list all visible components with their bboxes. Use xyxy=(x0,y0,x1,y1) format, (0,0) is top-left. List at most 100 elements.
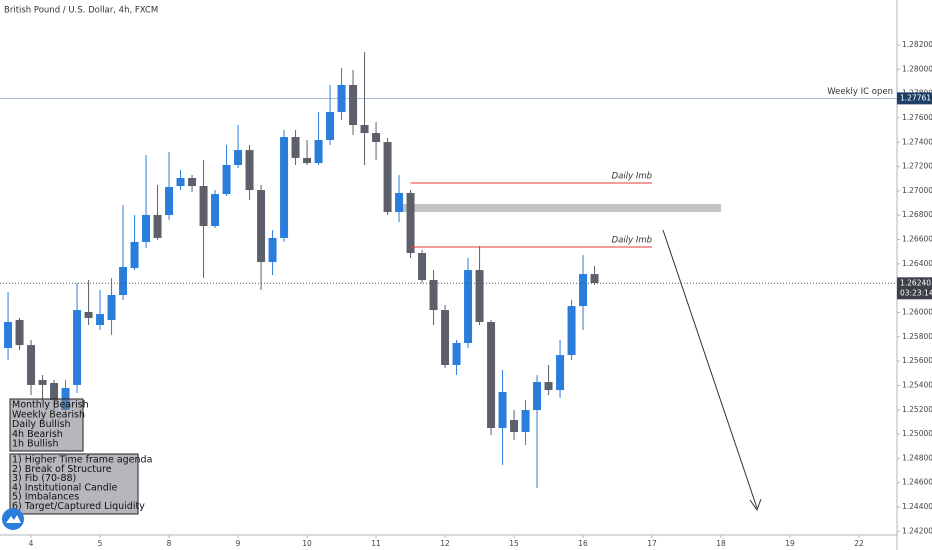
x-tick-label: 8 xyxy=(167,539,172,548)
y-tick-label: 1.27600 xyxy=(902,113,932,122)
bias-item: Weekly Bearish xyxy=(12,409,85,420)
checklist-item: 5) Imbalances xyxy=(12,492,79,503)
candle-body xyxy=(360,124,369,134)
y-tick-label: 1.26800 xyxy=(902,210,932,219)
candle-body xyxy=(211,194,220,227)
y-tick-label: 1.25600 xyxy=(902,356,932,365)
candle-body xyxy=(257,190,266,263)
candle-body xyxy=(107,294,116,321)
candle-body xyxy=(326,111,335,140)
candle-body xyxy=(38,379,47,385)
checklist-item: 6) Target/Captured Liquidity xyxy=(12,501,145,512)
candle-body xyxy=(142,214,151,242)
weekly-open-label: 1.27761 xyxy=(900,93,931,102)
y-tick-label: 1.25000 xyxy=(902,429,932,438)
candle-body xyxy=(119,267,128,295)
candle-body xyxy=(314,139,323,164)
bias-panel xyxy=(9,398,84,452)
level-label: Daily Imb xyxy=(612,235,652,245)
candle-body xyxy=(199,186,208,227)
y-tick-label: 1.26600 xyxy=(902,235,932,244)
checklist-panel xyxy=(9,453,139,515)
candle-body xyxy=(291,137,300,158)
candle-body xyxy=(245,150,254,191)
candle-body xyxy=(556,355,565,391)
candle-body xyxy=(4,321,13,348)
candle-body xyxy=(567,306,576,356)
candle-body xyxy=(406,192,415,254)
candle-body xyxy=(222,164,231,195)
candle-body xyxy=(475,270,484,322)
candle-body xyxy=(303,157,312,164)
candle-body xyxy=(280,137,289,238)
arrow xyxy=(662,229,758,509)
y-tick-label: 1.27400 xyxy=(902,137,932,146)
candle-body xyxy=(590,274,599,284)
current-price-label: 1.26240 xyxy=(900,278,931,287)
candle-body xyxy=(372,133,381,143)
candle-body xyxy=(510,419,519,433)
y-tick-label: 1.27200 xyxy=(902,162,932,171)
current-price-tag xyxy=(897,277,932,300)
x-tick-label: 4 xyxy=(29,539,34,548)
y-tick-label: 1.26000 xyxy=(902,307,932,316)
level-label: Daily Imb xyxy=(612,171,652,181)
candle-body xyxy=(521,410,530,433)
candle-body xyxy=(50,383,59,401)
candle-body xyxy=(533,382,542,411)
candle-body xyxy=(15,320,24,346)
y-tick-label: 1.24400 xyxy=(902,502,932,511)
candle-body xyxy=(418,253,427,281)
y-tick-label: 1.28000 xyxy=(902,64,932,73)
bias-item: Monthly Bearish xyxy=(12,400,89,411)
candle-body xyxy=(268,237,277,263)
candle-body xyxy=(176,178,185,187)
bias-item: Daily Bullish xyxy=(12,419,70,430)
x-tick-label: 22 xyxy=(854,539,864,548)
x-tick-label: 17 xyxy=(647,539,657,548)
x-tick-label: 5 xyxy=(98,539,103,548)
y-tick-label: 1.27000 xyxy=(902,186,932,195)
candle-body xyxy=(429,280,438,311)
x-tick-label: 10 xyxy=(302,539,312,548)
candle-body xyxy=(464,270,473,344)
y-tick-label: 1.25200 xyxy=(902,405,932,414)
y-tick-label: 1.24200 xyxy=(902,526,932,535)
candle-body xyxy=(395,192,404,213)
candle-body xyxy=(383,142,392,213)
candle-body xyxy=(188,178,197,187)
y-tick-label: 1.25400 xyxy=(902,380,932,389)
checklist-item: 3) Fib (70-88) xyxy=(12,473,76,484)
candle-body xyxy=(84,312,93,318)
y-tick-label: 1.24600 xyxy=(902,478,932,487)
x-tick-label: 15 xyxy=(509,539,519,548)
y-tick-label: 1.28200 xyxy=(902,40,932,49)
countdown: 03:23:14 xyxy=(900,288,932,297)
candle-body xyxy=(234,150,243,165)
candle-body xyxy=(498,392,507,428)
candle-body xyxy=(73,310,82,385)
x-tick-label: 18 xyxy=(716,539,726,548)
x-tick-label: 11 xyxy=(371,539,381,548)
checklist-item: 4) Institutional Candle xyxy=(12,482,117,493)
candle-body xyxy=(165,187,174,215)
candle-body xyxy=(544,382,553,391)
checklist-item: 2) Break of Structure xyxy=(12,464,112,475)
y-tick-label: 1.25800 xyxy=(902,332,932,341)
candle-body xyxy=(153,214,162,238)
bias-item: 1h Bullish xyxy=(12,439,59,450)
bias-item: 4h Bearish xyxy=(12,429,63,440)
imbalance-zone xyxy=(399,204,722,213)
chart-title: British Pound / U.S. Dollar, 4h, FXCM xyxy=(4,6,158,16)
candle-body xyxy=(349,84,358,125)
candle-body xyxy=(96,314,105,326)
x-tick-label: 9 xyxy=(236,539,241,548)
x-tick-label: 19 xyxy=(785,539,795,548)
y-tick-label: 1.26400 xyxy=(902,259,932,268)
weekly-open-text: Weekly IC open xyxy=(827,87,893,97)
candle-body xyxy=(441,310,450,366)
candle-body xyxy=(130,241,139,268)
